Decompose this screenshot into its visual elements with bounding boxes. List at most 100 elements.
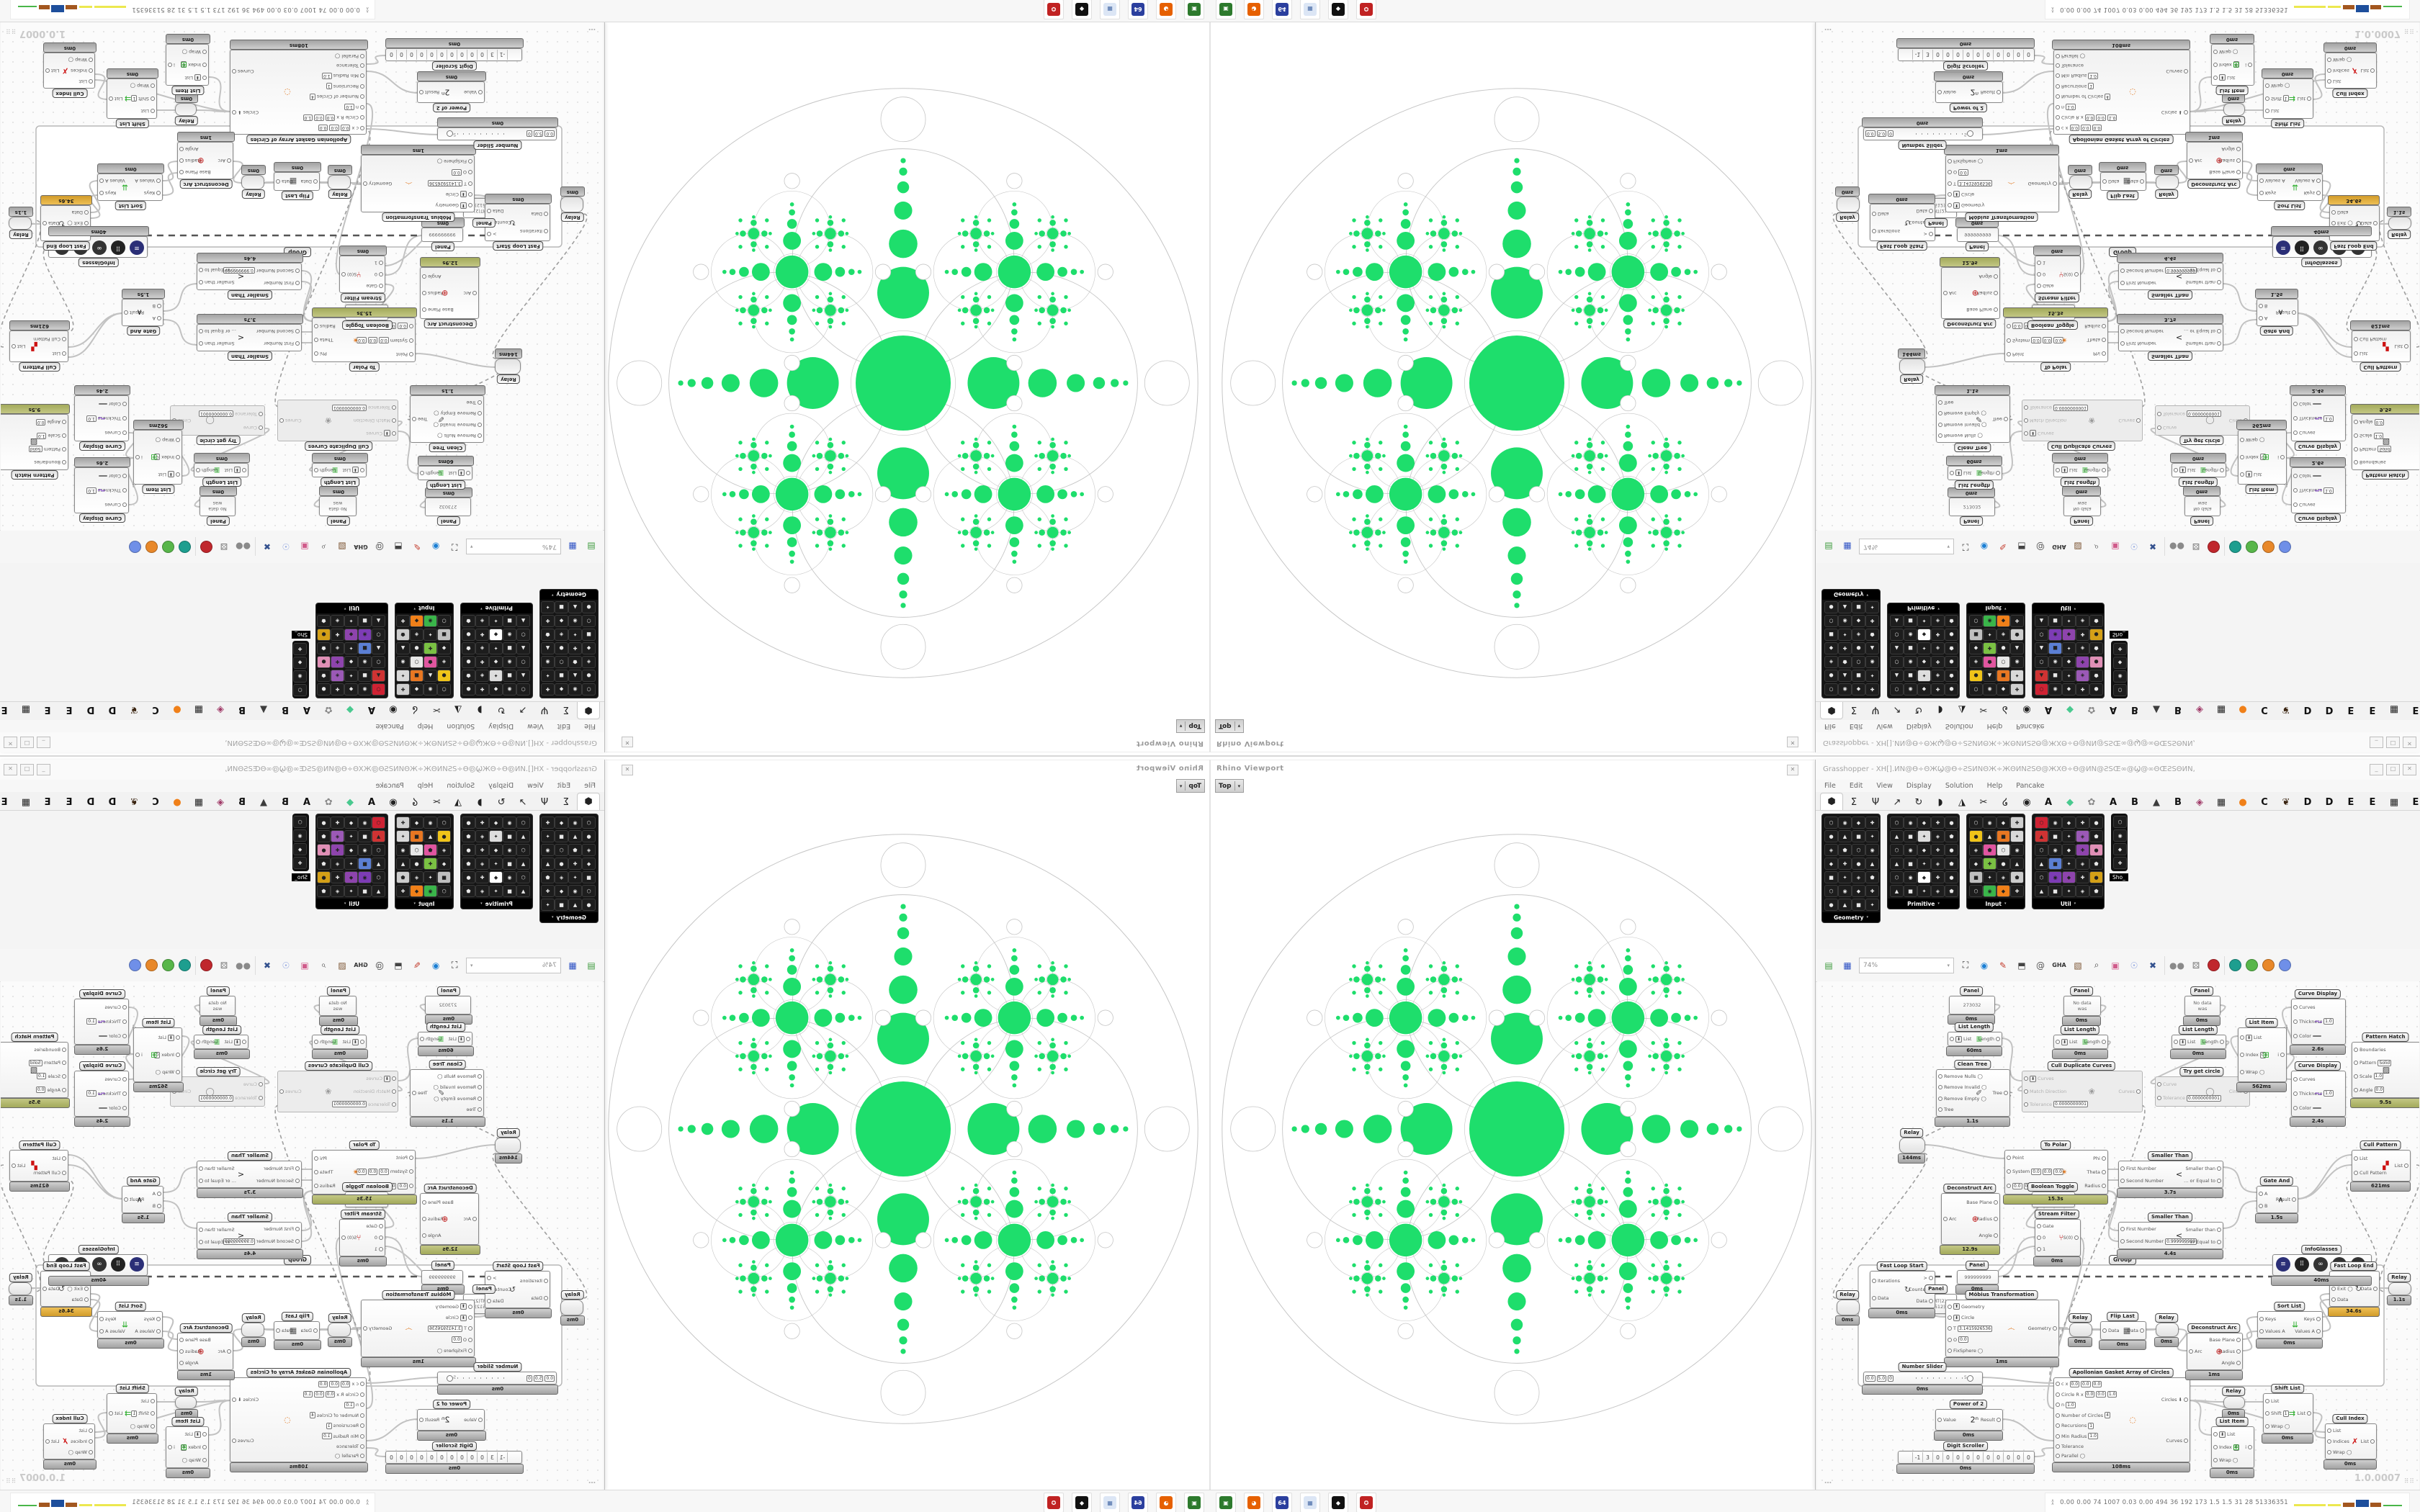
toolbar-dna-cross-icon[interactable]: ✖ bbox=[2148, 960, 2157, 971]
input-port[interactable]: Match Direction bbox=[332, 418, 396, 423]
system-monitor[interactable]: ∧ ∧ 0.00 0.00 74 1007 0.03 0.00 494 36 19… bbox=[2044, 1493, 2410, 1512]
gh-node-list-length[interactable]: ⬇ List Length ≣ bbox=[194, 1035, 248, 1049]
component-icon[interactable]: ■ bbox=[358, 642, 372, 654]
component-icon[interactable]: ■ bbox=[1904, 615, 1917, 627]
minimize-button[interactable]: _ bbox=[37, 737, 50, 748]
gh-node-panel[interactable]: No data was bbox=[319, 496, 357, 516]
component-icon[interactable]: ▲ bbox=[1890, 885, 1904, 897]
input-port[interactable]: Point bbox=[2007, 1155, 2063, 1161]
slider-track[interactable] bbox=[457, 1377, 504, 1379]
input-port[interactable]: FixSphere ◯ bbox=[1948, 1348, 1992, 1354]
taskbar-icon-red-badge[interactable]: ✪ bbox=[1044, 1493, 1064, 1512]
input-port[interactable]: ⬇ Circle bbox=[1948, 191, 1992, 198]
component-icon[interactable]: ▲ bbox=[1838, 670, 1852, 682]
component-icon[interactable]: ■ bbox=[503, 642, 516, 654]
component-icon[interactable]: ✚ bbox=[2010, 816, 2024, 829]
input-port[interactable]: Shift 1 bbox=[2265, 1410, 2290, 1417]
ribbon-plugin-tab-6[interactable]: B bbox=[238, 797, 246, 808]
panel-group-label[interactable]: Util ▾ bbox=[316, 899, 387, 909]
gh-node-cull-pattern[interactable]: List Cull Pattern List ▞ bbox=[2352, 1150, 2411, 1182]
component-icon[interactable]: ⬟ bbox=[317, 615, 331, 627]
panel-group-label[interactable]: Input ▾ bbox=[395, 899, 453, 909]
taskbar-icon-rhino[interactable]: ◆ bbox=[1328, 0, 1348, 19]
component-icon[interactable]: ■ bbox=[358, 670, 372, 682]
ribbon-plugin-tab-8[interactable]: ▦ bbox=[2216, 797, 2226, 808]
input-port[interactable]: Match Direction bbox=[2024, 418, 2088, 423]
digit-cell[interactable]: 0 bbox=[1963, 50, 1973, 60]
input-port[interactable]: Pattern Solid bbox=[2354, 446, 2392, 453]
component-icon[interactable]: ⬡ bbox=[293, 816, 307, 828]
component-icon[interactable]: ■ bbox=[437, 871, 451, 883]
ribbon-plugin-tab-9[interactable]: ● bbox=[173, 797, 182, 808]
system-monitor[interactable]: ∧ ∧ 0.00 0.00 74 1007 0.03 0.00 494 36 19… bbox=[2044, 0, 2410, 19]
ribbon-plugin-tab-0[interactable]: A bbox=[367, 704, 376, 715]
digit-cell[interactable]: -1 bbox=[1912, 1452, 1922, 1462]
taskbar-icon-floppy-64[interactable]: 64 bbox=[1272, 1493, 1292, 1512]
toolbar-zoom-extents-icon[interactable]: ⛶ bbox=[451, 960, 458, 970]
viewport-camera-dropdown[interactable]: Top ▾ bbox=[1215, 719, 1245, 733]
input-port[interactable]: Color bbox=[2293, 1033, 2334, 1039]
gh-node-deconstruct-arc[interactable]: Arc Base Plane Radius Angle ⊕ bbox=[1941, 267, 2000, 319]
input-port[interactable]: O 0.0 bbox=[428, 168, 472, 176]
component-icon[interactable]: ▲ bbox=[1983, 830, 1996, 842]
gh-node-curve-display[interactable]: Curves Thickness 1.0 Color 〜 bbox=[74, 395, 129, 441]
gh-node-list-length[interactable]: ⬇ List Length ≣ bbox=[2172, 463, 2226, 477]
component-icon[interactable]: ✦ bbox=[2062, 670, 2076, 682]
component-icon[interactable]: ◉ bbox=[1983, 816, 1996, 829]
infoglasses-icon[interactable]: ≡ bbox=[2276, 1257, 2290, 1272]
infoglasses-icon[interactable]: ⠿ bbox=[2295, 240, 2309, 255]
output-port[interactable]: Base Plane bbox=[1966, 307, 1998, 312]
output-port[interactable]: List bbox=[2298, 1410, 2311, 1416]
digit-cell[interactable] bbox=[508, 50, 521, 60]
component-icon[interactable]: ⬡ bbox=[437, 885, 451, 897]
component-icon[interactable]: ⬡ bbox=[372, 683, 385, 696]
gh-node-cull-index[interactable]: List Indices Wrap ◯ List ✗ bbox=[43, 53, 95, 89]
ribbon-plugin-tab-10[interactable]: C bbox=[2261, 704, 2268, 715]
gh-node-relay[interactable] bbox=[1837, 197, 1860, 212]
gh-node-cull-pattern[interactable]: List Cull Pattern List ▞ bbox=[9, 330, 68, 362]
component-icon[interactable]: ▲ bbox=[1890, 830, 1904, 842]
input-port[interactable]: Curves bbox=[2293, 1004, 2334, 1010]
input-port[interactable]: ⬇ Curves bbox=[2024, 430, 2088, 437]
component-icon[interactable]: ✦ bbox=[396, 670, 410, 682]
output-port[interactable]: Theta bbox=[314, 1169, 333, 1175]
slider-track[interactable] bbox=[1916, 133, 1963, 135]
component-icon[interactable]: ◈ bbox=[2076, 858, 2089, 870]
component-icon[interactable]: ✚ bbox=[1931, 844, 1945, 856]
input-port[interactable]: B bbox=[2259, 304, 2267, 310]
component-icon[interactable]: ● bbox=[2089, 844, 2103, 856]
ribbon-tab-4-icon[interactable]: ↻ bbox=[497, 797, 506, 808]
toolbar-orange-ball[interactable] bbox=[2262, 959, 2275, 971]
toolbar-dice-icon[interactable]: ⚄ bbox=[2192, 960, 2200, 971]
component-icon[interactable]: ■ bbox=[1996, 670, 2010, 682]
input-port[interactable]: Shift 1 bbox=[130, 95, 155, 102]
ribbon-tab-0-icon[interactable]: ⬢ bbox=[1820, 793, 1843, 810]
component-icon[interactable]: ✚ bbox=[1931, 683, 1945, 696]
input-port[interactable]: Tolerance bbox=[303, 63, 364, 68]
ribbon-plugin-tab-14[interactable]: E bbox=[2347, 704, 2354, 715]
input-port[interactable]: ⬇ List bbox=[2213, 74, 2239, 81]
component-icon[interactable]: ⬟ bbox=[462, 885, 475, 897]
ribbon-plugin-tab-1[interactable]: ◆ bbox=[2066, 797, 2074, 808]
digit-cell[interactable]: 0 bbox=[407, 50, 417, 60]
component-icon[interactable]: ⬟ bbox=[2089, 885, 2103, 897]
input-port[interactable]: A bbox=[153, 1191, 161, 1197]
component-icon[interactable]: ⬡ bbox=[1996, 656, 2010, 668]
input-port[interactable]: Min Radius 1.0 bbox=[303, 72, 364, 79]
component-icon[interactable]: ◉ bbox=[503, 656, 516, 668]
toolbar-package-icon[interactable]: ▣ bbox=[2111, 960, 2120, 971]
gh-node-panel[interactable]: 999999999 bbox=[421, 228, 463, 242]
input-port[interactable]: Data bbox=[300, 179, 318, 184]
component-icon[interactable]: ◈ bbox=[475, 615, 489, 627]
gh-node-relay[interactable] bbox=[2156, 1323, 2179, 1337]
component-icon[interactable]: ⬡ bbox=[1824, 683, 1838, 696]
gh-node-relay[interactable] bbox=[2069, 175, 2092, 189]
component-icon[interactable]: ⬡ bbox=[437, 615, 451, 627]
gh-node-relay[interactable] bbox=[495, 1138, 521, 1153]
component-icon[interactable]: ⬡ bbox=[1890, 844, 1904, 856]
input-port[interactable]: Wrap ◯ bbox=[2213, 49, 2239, 55]
ribbon-tab-4-icon[interactable]: ↻ bbox=[1914, 704, 1923, 715]
component-icon[interactable]: ⬟ bbox=[1838, 656, 1852, 668]
component-icon[interactable]: ◆ bbox=[2062, 656, 2076, 668]
taskbar-icon-app-green-terminal[interactable]: ▣ bbox=[1184, 1493, 1204, 1512]
